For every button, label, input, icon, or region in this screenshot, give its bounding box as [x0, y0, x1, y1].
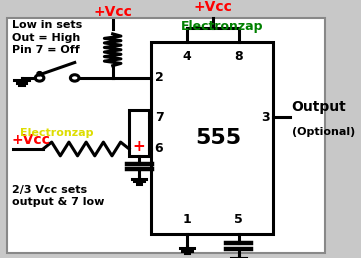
Text: Output: Output: [292, 100, 346, 114]
Bar: [129, 110, 149, 156]
Text: +Vcc: +Vcc: [93, 5, 132, 19]
Text: (Optional): (Optional): [292, 127, 355, 137]
Circle shape: [37, 72, 42, 75]
Text: Electronzap: Electronzap: [180, 20, 263, 33]
Text: 555: 555: [196, 128, 242, 148]
Text: Electronzap: Electronzap: [20, 128, 93, 138]
Text: 7: 7: [155, 111, 164, 124]
Text: +Vcc: +Vcc: [12, 133, 51, 147]
Text: Low in sets
Out = High
Pin 7 = Off: Low in sets Out = High Pin 7 = Off: [12, 20, 82, 55]
Text: 6: 6: [155, 142, 164, 156]
Text: 4: 4: [183, 50, 192, 63]
Text: 5: 5: [234, 213, 243, 226]
Text: 2/3 Vcc sets
output & 7 low: 2/3 Vcc sets output & 7 low: [12, 184, 104, 207]
Text: +: +: [133, 139, 145, 154]
Text: 1: 1: [183, 213, 192, 226]
Text: +Vcc: +Vcc: [193, 0, 232, 14]
Text: 3: 3: [261, 111, 269, 124]
Text: 2: 2: [155, 71, 164, 84]
Text: 8: 8: [234, 50, 243, 63]
Bar: [151, 42, 273, 233]
